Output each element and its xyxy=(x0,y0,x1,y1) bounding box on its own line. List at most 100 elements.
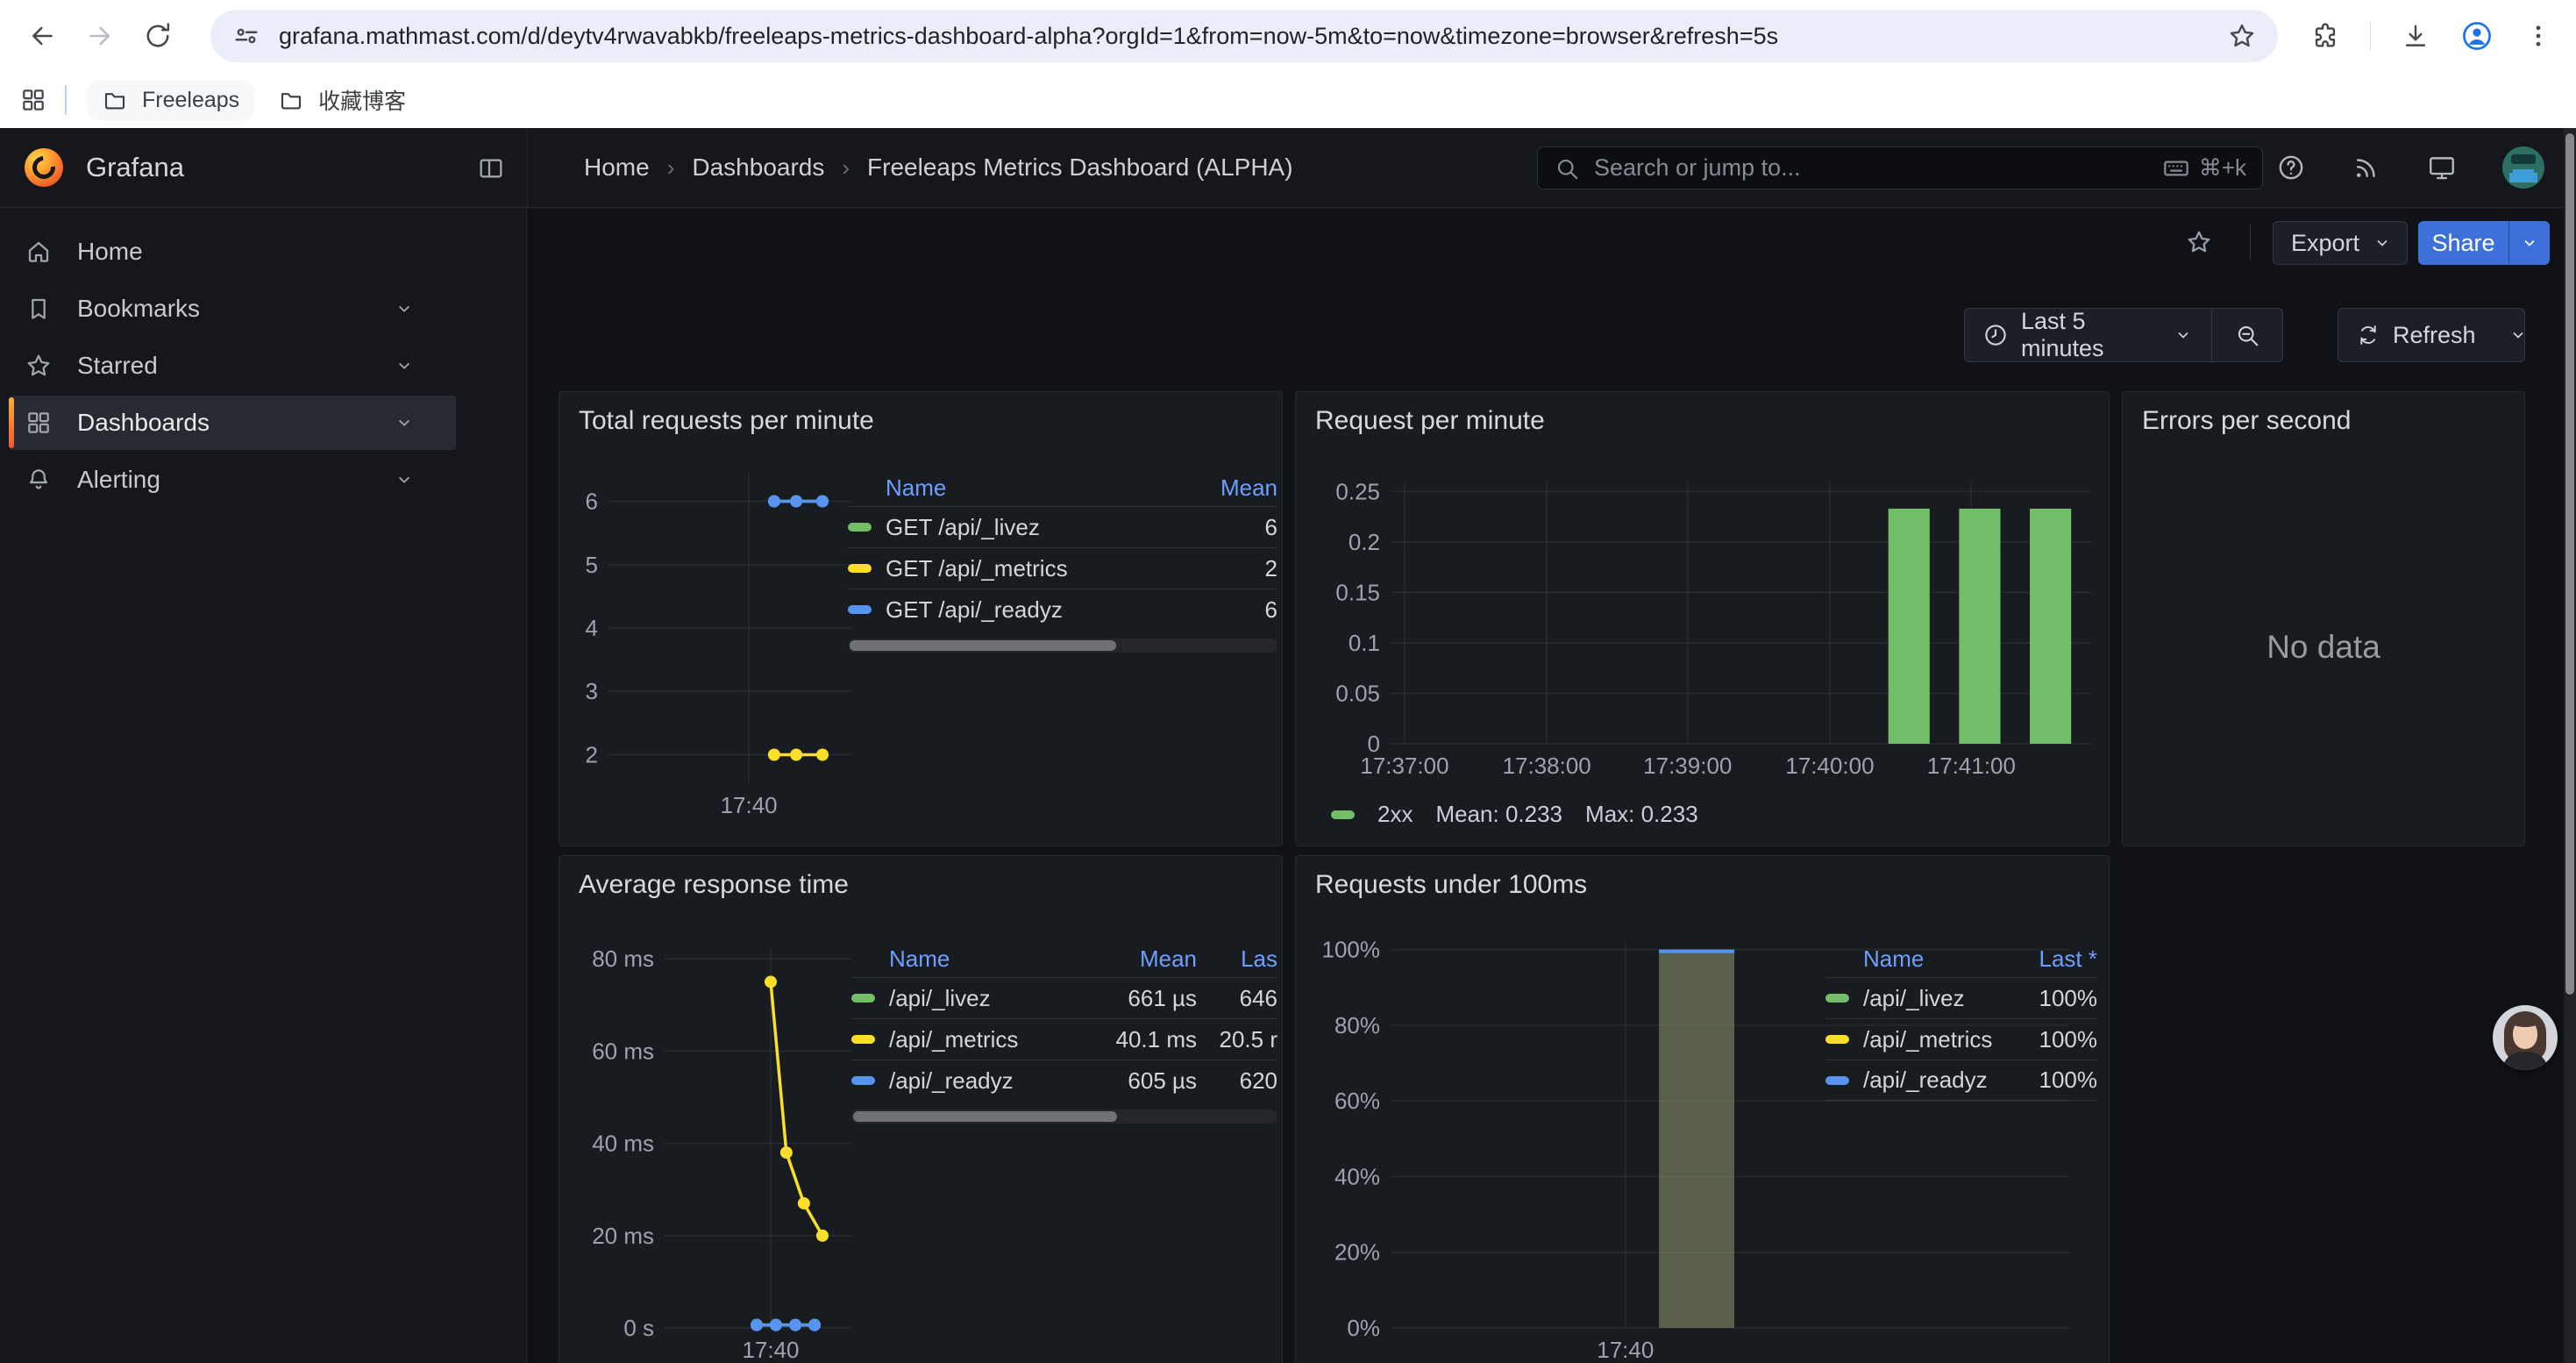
breadcrumb-separator: › xyxy=(667,154,675,182)
user-avatar[interactable] xyxy=(2502,146,2544,189)
legend-inline: 2xxMean: 0.233Max: 0.233 xyxy=(1331,801,1698,828)
chevron-down-icon[interactable] xyxy=(393,354,416,377)
reload-icon[interactable] xyxy=(142,20,174,52)
sidebar-item-bookmarks[interactable]: Bookmarks xyxy=(9,282,456,336)
chevron-down-icon[interactable] xyxy=(393,411,416,434)
zoom-out-button[interactable] xyxy=(2212,309,2282,361)
time-range-picker[interactable]: Last 5 minutes xyxy=(1964,308,2283,362)
sidebar-item-home[interactable]: Home xyxy=(9,225,456,279)
export-button[interactable]: Export xyxy=(2273,221,2408,265)
series-name[interactable]: /api/_livez xyxy=(1863,985,1965,1012)
refresh-button[interactable]: Refresh xyxy=(2338,308,2525,362)
site-info-icon[interactable] xyxy=(231,21,261,51)
svg-text:2: 2 xyxy=(586,741,598,767)
grafana-logo-icon[interactable] xyxy=(25,148,63,187)
series-value: 40.1 ms xyxy=(1074,1026,1197,1053)
page-scrollbar-thumb[interactable] xyxy=(2565,133,2574,995)
panel-title[interactable]: Request per minute xyxy=(1315,406,1545,436)
dashboards-grid-icon xyxy=(25,409,53,437)
address-bar[interactable]: grafana.mathmast.com/d/deytv4rwavabkb/fr… xyxy=(210,10,2278,62)
screen: grafana.mathmast.com/d/deytv4rwavabkb/fr… xyxy=(0,0,2576,1363)
series-name[interactable]: /api/_metrics xyxy=(1863,1026,1992,1053)
forward-icon[interactable] xyxy=(84,20,116,52)
bookmark-item[interactable]: Freeleaps xyxy=(86,80,255,120)
browser-menu-icon[interactable] xyxy=(2523,21,2553,51)
legend-column-header[interactable]: Mean xyxy=(1172,475,1277,502)
series-value: 6 xyxy=(1172,514,1277,541)
chevron-down-icon[interactable] xyxy=(393,468,416,491)
news-rss-icon[interactable] xyxy=(2352,153,2381,182)
search-input[interactable] xyxy=(1594,154,2162,182)
share-label-segment[interactable]: Share xyxy=(2418,221,2508,265)
dock-menu-icon[interactable] xyxy=(477,154,505,182)
series-name[interactable]: GET /api/_metrics xyxy=(886,555,1068,582)
search-box[interactable]: ⌘+k xyxy=(1537,146,2263,189)
refresh-main[interactable]: Refresh xyxy=(2338,309,2494,361)
bookmarks-bar: Freeleaps收藏博客 xyxy=(0,72,2576,128)
help-icon[interactable] xyxy=(2276,153,2306,182)
floating-assistant-avatar[interactable] xyxy=(2493,1005,2558,1070)
series-name[interactable]: 2xx xyxy=(1377,801,1413,828)
bookmark-star-icon[interactable] xyxy=(2227,21,2257,51)
home-icon xyxy=(25,238,53,266)
series-name[interactable]: /api/_livez xyxy=(889,985,991,1012)
sidebar-item-label: Starred xyxy=(77,352,158,380)
svg-text:20 ms: 20 ms xyxy=(592,1223,654,1249)
downloads-icon[interactable] xyxy=(2401,21,2430,51)
refresh-icon xyxy=(2356,323,2380,347)
panel-average-response-time: Average response time 80 ms60 ms40 ms20 … xyxy=(559,855,1283,1363)
bookmark-items: Freeleaps收藏博客 xyxy=(86,77,422,123)
legend-column-header[interactable]: Name xyxy=(1825,946,2001,973)
sidebar-item-starred[interactable]: Starred xyxy=(9,339,456,393)
legend-scrollbar[interactable] xyxy=(848,639,1277,653)
bookmark-item[interactable]: 收藏博客 xyxy=(262,77,422,123)
back-icon[interactable] xyxy=(26,20,58,52)
profile-icon[interactable] xyxy=(2460,19,2494,53)
series-name[interactable]: /api/_metrics xyxy=(889,1026,1018,1053)
series-name[interactable]: /api/_readyz xyxy=(1863,1067,1988,1094)
svg-text:3: 3 xyxy=(586,678,598,704)
time-range-main[interactable]: Last 5 minutes xyxy=(1965,309,2211,361)
breadcrumb: Home›Dashboards›Freeleaps Metrics Dashbo… xyxy=(584,128,1293,207)
svg-text:17:38:00: 17:38:00 xyxy=(1503,753,1591,779)
panel-title[interactable]: Average response time xyxy=(579,870,849,900)
timeseries-chart[interactable]: 80 ms60 ms40 ms20 ms0 s17:40 xyxy=(565,940,858,1363)
share-menu-segment[interactable] xyxy=(2509,221,2550,265)
legend-row: GET /api/_livez 6 xyxy=(848,506,1277,547)
browser-actions xyxy=(2310,0,2576,72)
series-name[interactable]: GET /api/_livez xyxy=(886,514,1040,541)
panel-title[interactable]: Total requests per minute xyxy=(579,406,874,436)
legend-scrollbar[interactable] xyxy=(851,1110,1277,1124)
breadcrumb-item[interactable]: Dashboards xyxy=(692,153,824,182)
legend-column-header[interactable]: Name xyxy=(848,475,1172,502)
legend-column-header[interactable]: Name xyxy=(851,946,1074,973)
legend-column-header[interactable]: Last * xyxy=(2001,946,2097,973)
legend-column-header[interactable]: Las xyxy=(1197,946,1277,973)
url-text[interactable]: grafana.mathmast.com/d/deytv4rwavabkb/fr… xyxy=(279,23,2227,50)
series-name[interactable]: GET /api/_readyz xyxy=(886,596,1063,624)
breadcrumb-item[interactable]: Home xyxy=(584,153,650,182)
series-name[interactable]: /api/_readyz xyxy=(889,1067,1014,1095)
toolbar-divider xyxy=(2370,21,2371,51)
panel-request-per-minute: Request per minute 0.250.20.150.10.05017… xyxy=(1295,391,2110,846)
bar-chart[interactable]: 0.250.20.150.10.05017:37:0017:38:0017:39… xyxy=(1305,475,2098,782)
breadcrumb-item[interactable]: Freeleaps Metrics Dashboard (ALPHA) xyxy=(867,153,1293,182)
extensions-icon[interactable] xyxy=(2310,21,2340,51)
apps-grid-icon[interactable] xyxy=(19,86,47,114)
kiosk-monitor-icon[interactable] xyxy=(2427,153,2457,182)
sidebar-item-dashboards[interactable]: Dashboards xyxy=(9,396,456,450)
refresh-label: Refresh xyxy=(2393,322,2476,349)
favorite-star-icon[interactable] xyxy=(2185,228,2213,256)
panel-title[interactable]: Errors per second xyxy=(2142,406,2351,436)
refresh-interval-dropdown[interactable] xyxy=(2494,309,2543,361)
timeseries-chart[interactable]: 6543217:40 xyxy=(565,466,858,822)
legend-column-header[interactable]: Mean xyxy=(1074,946,1197,973)
share-button[interactable]: Share xyxy=(2418,221,2550,265)
panel-errors-per-second: Errors per second No data xyxy=(2122,391,2525,846)
svg-text:17:37:00: 17:37:00 xyxy=(1360,753,1448,779)
chevron-down-icon[interactable] xyxy=(393,297,416,320)
panel-title[interactable]: Requests under 100ms xyxy=(1315,870,1587,900)
sidebar-item-alerting[interactable]: Alerting xyxy=(9,453,456,507)
chevron-down-icon xyxy=(2173,325,2194,346)
series-stat: Max: 0.233 xyxy=(1585,801,1698,828)
